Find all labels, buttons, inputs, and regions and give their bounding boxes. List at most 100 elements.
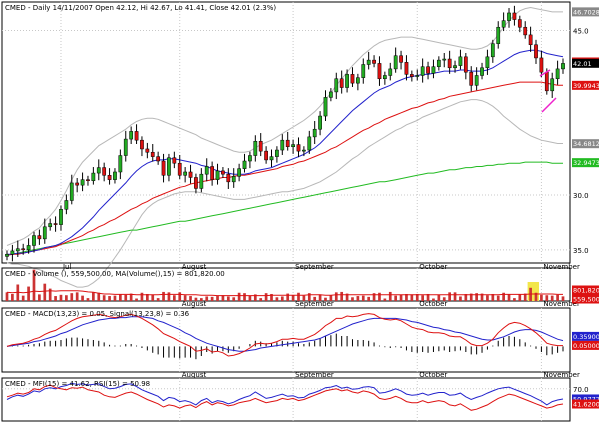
panel-title: CMED - MFI(15) = 41.62, RSI(15) = 50.98 [5,380,150,388]
candle-body [474,75,479,86]
volume-bar [216,296,219,301]
moving-average-long-line [6,161,563,256]
candle-body [307,136,312,151]
volume-bar [356,296,360,301]
volume-bar [75,292,79,301]
candle-body [10,250,15,255]
candle-body [96,167,101,174]
volume-bar [324,297,327,301]
moving-average-short-line [7,49,564,255]
price-tag-box [572,58,599,68]
volume-bar [253,294,257,301]
candle-body [345,74,349,88]
candle-body [167,157,171,176]
candle-body [280,139,285,151]
candle-body [372,59,376,64]
price-tag-box [572,285,599,295]
candle-body [350,74,355,84]
candle-body [15,248,20,252]
volume-bar [410,294,414,301]
macd-line [6,313,563,357]
volume-bar [113,295,117,301]
candle-body [113,171,117,180]
volume-bar [135,298,138,301]
signal-line [6,316,564,352]
candle-body [285,139,290,148]
candle-body [194,177,198,189]
volume-bar [11,293,14,301]
volume-bar [507,294,511,301]
candle-body [48,223,53,228]
price-tag-box [572,340,599,350]
volume-bar [38,294,41,301]
volume-bar [307,293,311,301]
volume-bar [54,296,57,301]
candle-body [42,226,47,240]
candle-body [134,131,139,141]
volume-bar [432,298,435,301]
candle-body [420,66,425,76]
annotation-upper-line [539,69,551,77]
candle-body [221,170,225,175]
volume-bar [119,294,122,301]
rsi-line [6,382,564,406]
candle-body [177,162,182,176]
candle-body [269,156,274,161]
volume-bar [302,295,306,301]
candle-body [258,141,263,152]
volume-bar [205,296,209,301]
volume-bar [513,298,516,301]
volume-bar [140,292,144,301]
panel-frame-volume [1,267,571,302]
volume-bar [280,296,284,301]
candle-body [199,173,204,189]
price-tag-box [572,80,599,90]
candle-body [296,144,301,152]
x-tick-label: October [419,371,447,379]
candle-body [512,12,517,20]
candle-body [382,75,387,80]
candle-body [490,43,495,58]
candle-body [264,150,268,161]
volume-bar [502,292,505,301]
volume-bar [345,293,349,301]
volume-bar [81,295,84,301]
bollinger-lower-line [6,99,563,288]
volume-bar [27,286,30,301]
candle-body [75,182,80,186]
candle-body [5,253,9,257]
candle-body [188,171,193,178]
x-tick-label: November [543,263,580,271]
x-tick-label: November [543,300,580,308]
candle-body [409,74,414,77]
candle-body [145,148,150,153]
candle-body [555,68,560,80]
candle-body [237,168,241,177]
volume-bar [129,293,133,301]
price-tag-label: 46.7028 [573,8,600,16]
volume-bar [399,294,403,301]
candle-body [517,19,522,28]
volume-bar [291,295,295,301]
candle-body [393,55,398,70]
annotation-lower-line [541,97,557,113]
candle-body [215,170,220,180]
volume-bar [162,291,165,301]
y-tick-label: 30.0 [573,192,589,200]
volume-bar [475,293,478,301]
candle-body [528,34,533,46]
bollinger-upper-line [6,6,563,246]
candle-body [388,68,393,76]
mfi-line [6,384,564,411]
candle-body [291,144,295,148]
y-tick-label: 35.0 [573,247,589,255]
volume-bar [351,297,354,301]
volume-bar [5,292,9,301]
volume-highlight [527,282,540,301]
candle-body [312,128,317,138]
price-tag-label: 41.6200 [573,401,600,409]
candle-body [329,91,333,98]
x-tick-label: October [419,263,447,271]
candle-body [377,63,382,80]
